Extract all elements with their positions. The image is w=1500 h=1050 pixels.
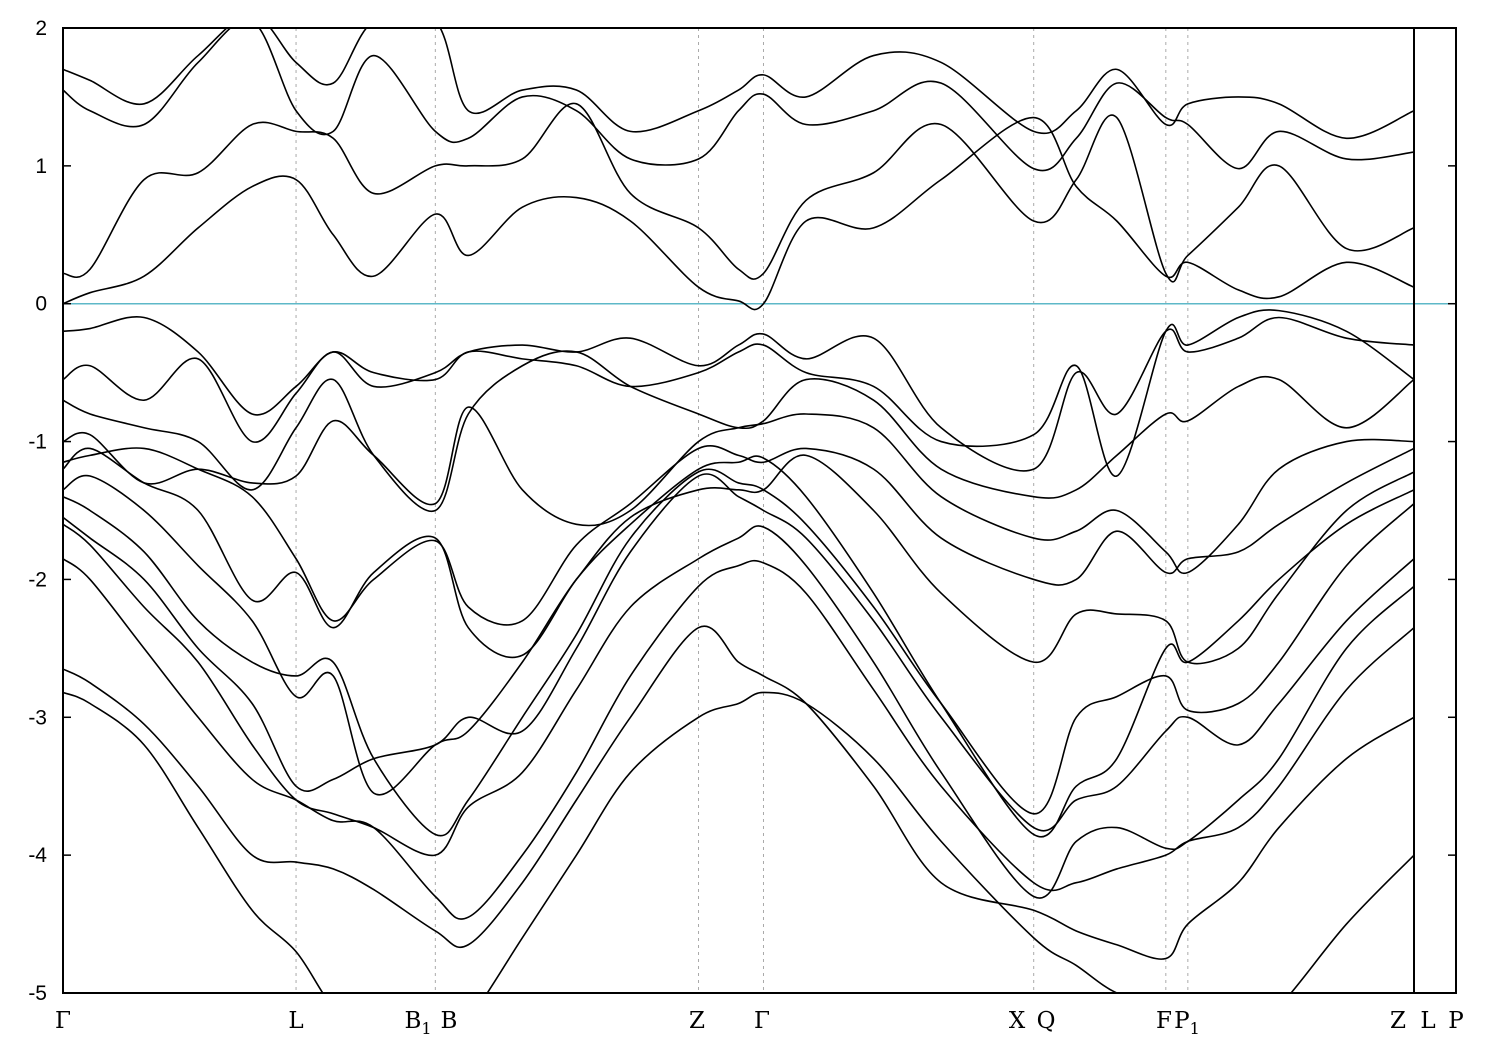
band-line-1 [63,691,1415,993]
y-tick-label: 1 [35,155,47,178]
kpoint-label: F [1156,1008,1172,1034]
band-line-9 [63,445,1415,626]
band-line-15 [63,102,1415,283]
band-line-6 [63,468,1415,837]
kpoint-label: X [1009,1008,1026,1034]
kpoint-label: P1 [1174,1008,1200,1038]
band-line-7 [63,455,1415,838]
kpoint-label: Γ [754,1008,770,1034]
band-line-12 [63,316,1415,472]
plot-frame [62,27,1457,994]
y-tick-label: -3 [28,706,47,729]
kpoint-label: Γ [55,1008,71,1034]
y-tick-label: -1 [28,431,47,454]
band-line-10 [63,406,1415,575]
band-lines [63,28,1415,993]
band-line-2 [63,625,1415,960]
kpoint-label: L [288,1008,303,1034]
band-line-4 [63,523,1415,899]
y-tick-label: -5 [28,982,47,1005]
y-tick-label: 0 [35,293,47,316]
kpoint-label: B1 [404,1008,431,1038]
band-line-13 [63,309,1415,477]
band-line-14 [63,116,1415,311]
kpoint-label: Z [689,1008,705,1034]
y-tick-label: 2 [35,17,47,40]
kpoint-label: Z [1390,1008,1406,1034]
kpoint-label: B [441,1008,458,1034]
kpoint-label: P [1448,1008,1463,1034]
band-line-11 [63,350,1415,513]
y-tick-label: -2 [28,568,47,591]
y-axis: -5 -4 -3 -2 -1 0 1 2 [28,17,1456,1005]
y-tick-label: -4 [28,844,47,867]
x-axis: Γ L B1 B Z Γ X Q F P1 Z L P [55,1008,1464,1038]
kpoint-label: L [1420,1008,1435,1034]
band-line-8 [63,447,1415,665]
band-line-5 [63,473,1415,832]
kpoint-label: Q [1037,1008,1056,1034]
band-line-16 [63,28,1415,172]
band-line-3 [63,558,1415,920]
band-line-17 [63,28,1415,140]
